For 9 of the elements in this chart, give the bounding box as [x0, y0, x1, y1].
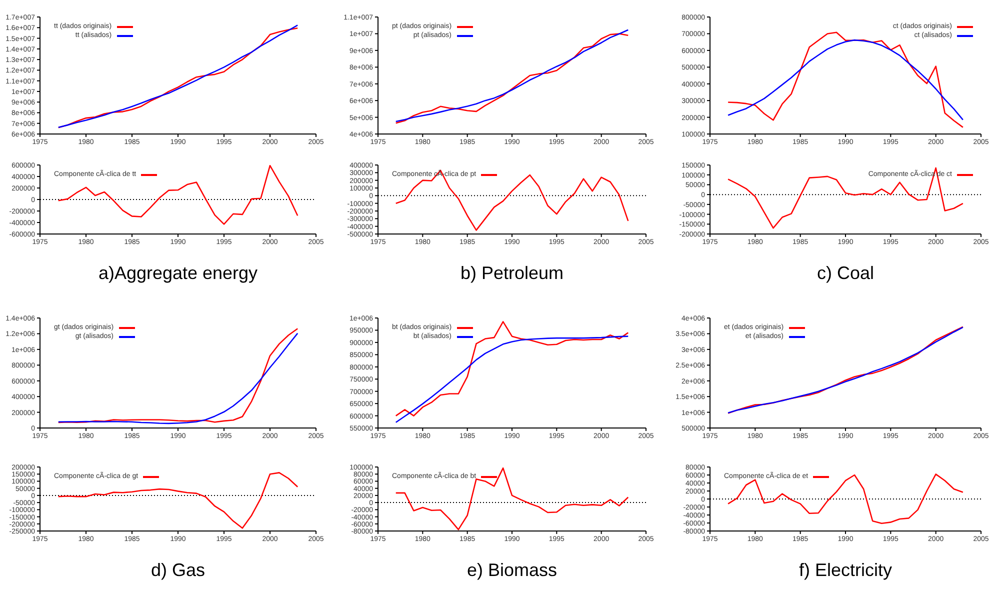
text: b) Petroleum — [459, 263, 565, 284]
line-series — [727, 39, 964, 120]
text: d) Gas — [150, 560, 206, 581]
text: a)Aggregate energy — [97, 263, 259, 284]
text: c) Coal — [816, 263, 875, 284]
text: f) Electricity — [798, 560, 893, 581]
text: e) Biomass — [466, 560, 558, 581]
line-series — [727, 167, 964, 229]
line-series — [727, 32, 964, 128]
